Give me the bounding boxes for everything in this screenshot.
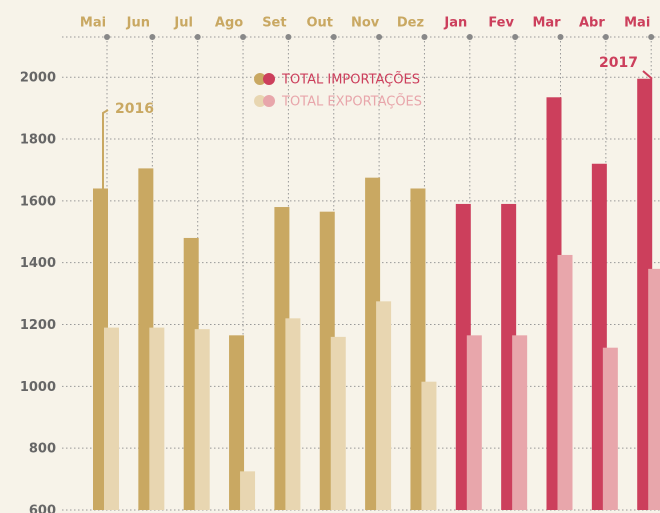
- annotation: 2016: [115, 101, 154, 117]
- y-tick-label: 1600: [20, 194, 56, 209]
- month-dot: [104, 34, 110, 40]
- y-tick-label: 600: [29, 504, 56, 513]
- x-tick-label: Ago: [215, 16, 243, 31]
- month-dot: [648, 34, 655, 40]
- x-tick-label: Mai: [80, 16, 106, 31]
- legend-dot: [263, 95, 275, 107]
- bar-export: [285, 318, 301, 510]
- bar-export: [149, 327, 165, 510]
- legend-dot: [254, 95, 266, 107]
- x-tick-label: Out: [306, 16, 333, 31]
- bar-export: [240, 471, 256, 510]
- x-tick-label: Jun: [126, 16, 150, 31]
- x-tick-label: Mar: [532, 16, 561, 31]
- x-tick-label: Abr: [579, 16, 605, 31]
- bar-export: [557, 254, 573, 510]
- bar-import: [229, 335, 245, 510]
- legend-dot: [254, 73, 266, 85]
- x-tick-label: Jan: [443, 16, 467, 31]
- month-dot: [194, 34, 201, 40]
- y-tick-label: 1000: [20, 380, 56, 395]
- legend-label: TOTAL EXPORTAÇÕES: [281, 94, 422, 110]
- bar-export: [194, 329, 210, 510]
- y-tick-label: 1400: [20, 256, 56, 271]
- bar-export: [421, 381, 437, 510]
- y-tick-label: 1800: [20, 133, 56, 148]
- x-tick-label: Dez: [397, 16, 424, 31]
- legend-label: TOTAL IMPORTAÇÕES: [281, 72, 420, 88]
- month-dot: [376, 34, 383, 40]
- month-dot: [512, 34, 519, 40]
- x-tick-label: Nov: [351, 16, 380, 31]
- callout-line: [642, 70, 653, 80]
- legend-dot: [263, 73, 275, 85]
- callout-line: [102, 109, 109, 189]
- bar-export: [104, 327, 119, 510]
- y-tick-label: 800: [29, 442, 56, 457]
- y-tick-label: 1200: [20, 318, 56, 333]
- bar-export: [376, 301, 392, 510]
- bar-export: [512, 335, 528, 510]
- x-tick-label: Jul: [173, 16, 193, 31]
- annotation: 2017: [599, 55, 638, 71]
- bar-export: [330, 336, 346, 510]
- month-dot: [557, 34, 564, 40]
- month-dot: [466, 34, 473, 40]
- month-dot: [240, 34, 247, 40]
- month-dot: [421, 34, 428, 40]
- bar-export: [602, 347, 618, 510]
- month-dot: [330, 34, 337, 40]
- x-tick-label: Set: [262, 16, 286, 31]
- month-dot: [149, 34, 156, 40]
- x-tick-label: Fev: [488, 16, 514, 31]
- bar-export: [648, 268, 660, 510]
- month-dot: [602, 34, 609, 40]
- y-tick-label: 2000: [20, 71, 56, 86]
- x-tick-label: Mai: [624, 16, 650, 31]
- bar-export: [466, 335, 482, 510]
- month-dot: [285, 34, 292, 40]
